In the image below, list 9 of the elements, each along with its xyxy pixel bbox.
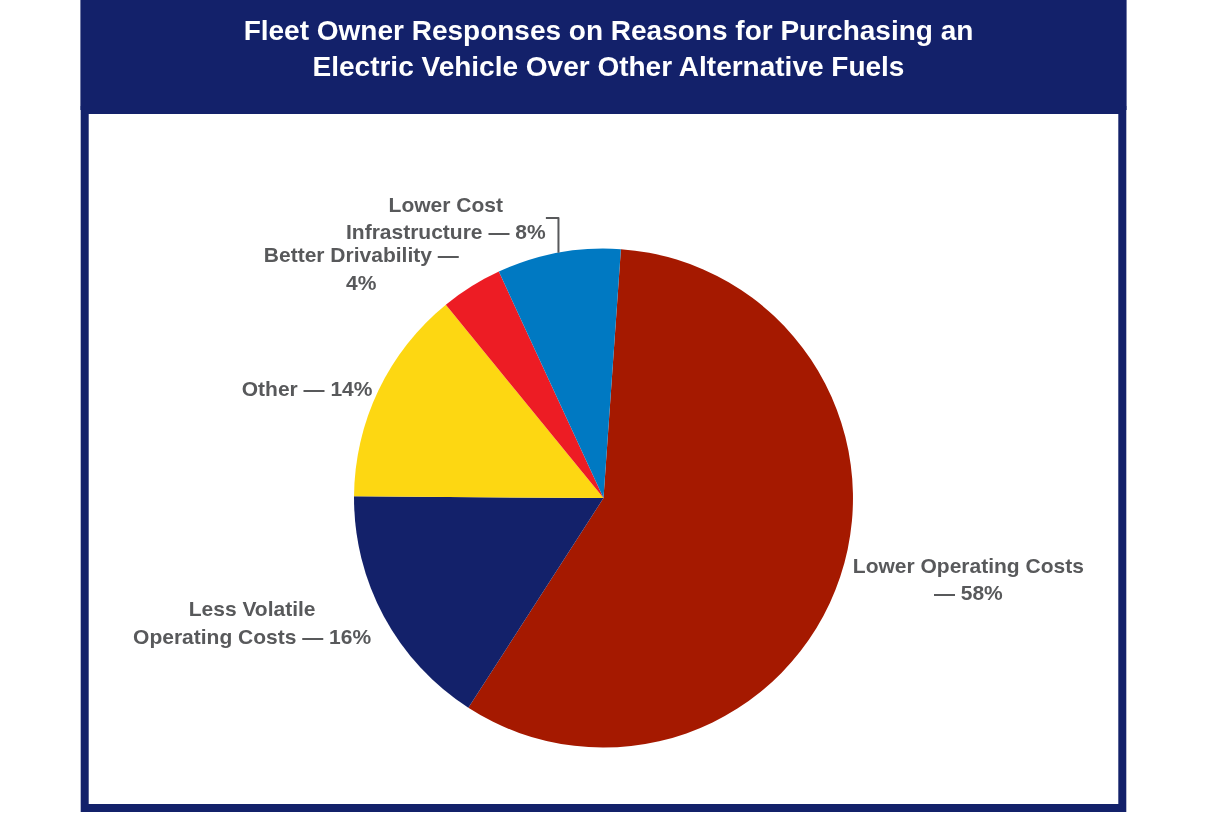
- slice-label: Better Drivability — 4%: [263, 243, 459, 294]
- pie-slice: [498, 248, 621, 499]
- pie-slice: [468, 249, 853, 748]
- pie-slice: [445, 271, 604, 499]
- slice-label: Lower Cost Infrastructure — 8%: [346, 192, 546, 244]
- slice-label: Less Volatile Operating Costs — 16%: [133, 597, 372, 648]
- slice-label: Other — 14%: [241, 376, 373, 400]
- slice-label: Lower Operating Costs — 58%: [852, 554, 1084, 605]
- chart-title: Fleet Owner Responses on Reasons for Purchasing an Electric Vehicle Over Other Alternative Fuels: [243, 15, 974, 83]
